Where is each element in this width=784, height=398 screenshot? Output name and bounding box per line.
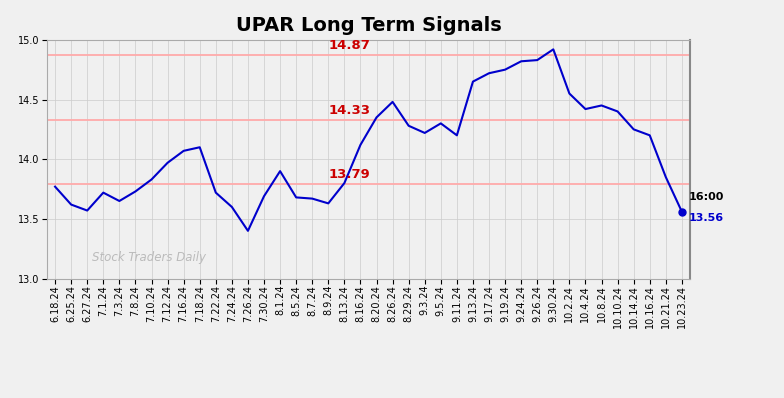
Text: 14.87: 14.87 — [328, 39, 370, 53]
Text: 16:00: 16:00 — [688, 192, 724, 202]
Text: 13.56: 13.56 — [688, 213, 724, 223]
Title: UPAR Long Term Signals: UPAR Long Term Signals — [236, 16, 501, 35]
Text: 14.33: 14.33 — [328, 104, 370, 117]
Text: Stock Traders Daily: Stock Traders Daily — [92, 251, 206, 264]
Text: 13.79: 13.79 — [328, 168, 370, 181]
